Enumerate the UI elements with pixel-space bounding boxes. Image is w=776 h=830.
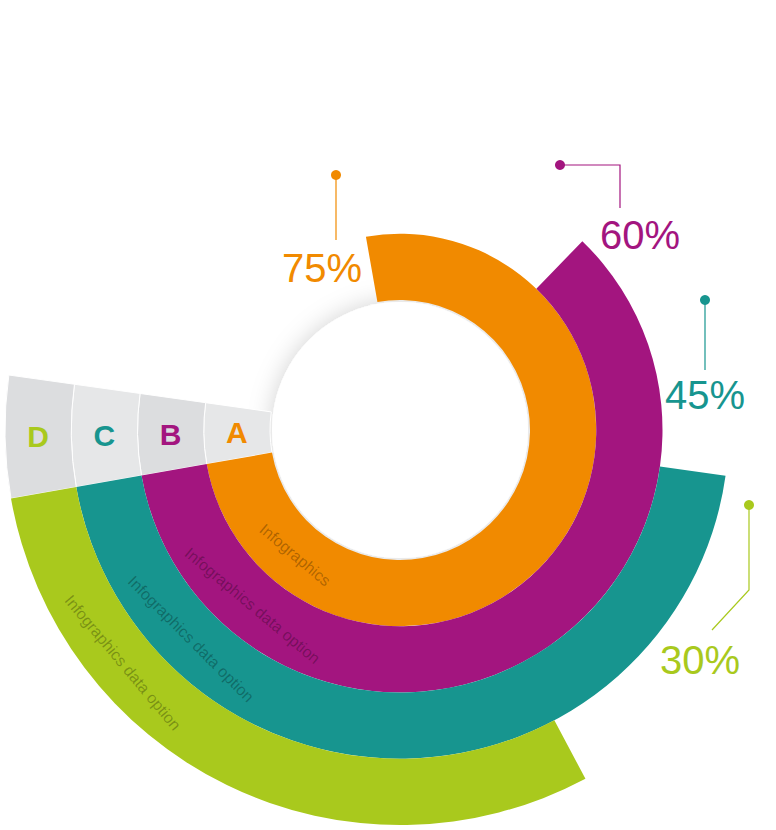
svg-text:Infographics data option: Infographics data option [181,544,324,668]
svg-text:D: D [27,420,49,453]
svg-text:Infographics: Infographics [256,520,334,589]
svg-text:Infographics data option: Infographics data option [61,592,184,734]
svg-text:75%: 75% [282,246,362,290]
svg-text:45%: 45% [665,373,745,417]
svg-text:B: B [160,418,182,451]
svg-text:30%: 30% [660,638,740,682]
svg-text:C: C [94,419,116,452]
svg-text:60%: 60% [600,213,680,257]
svg-text:A: A [226,416,248,449]
